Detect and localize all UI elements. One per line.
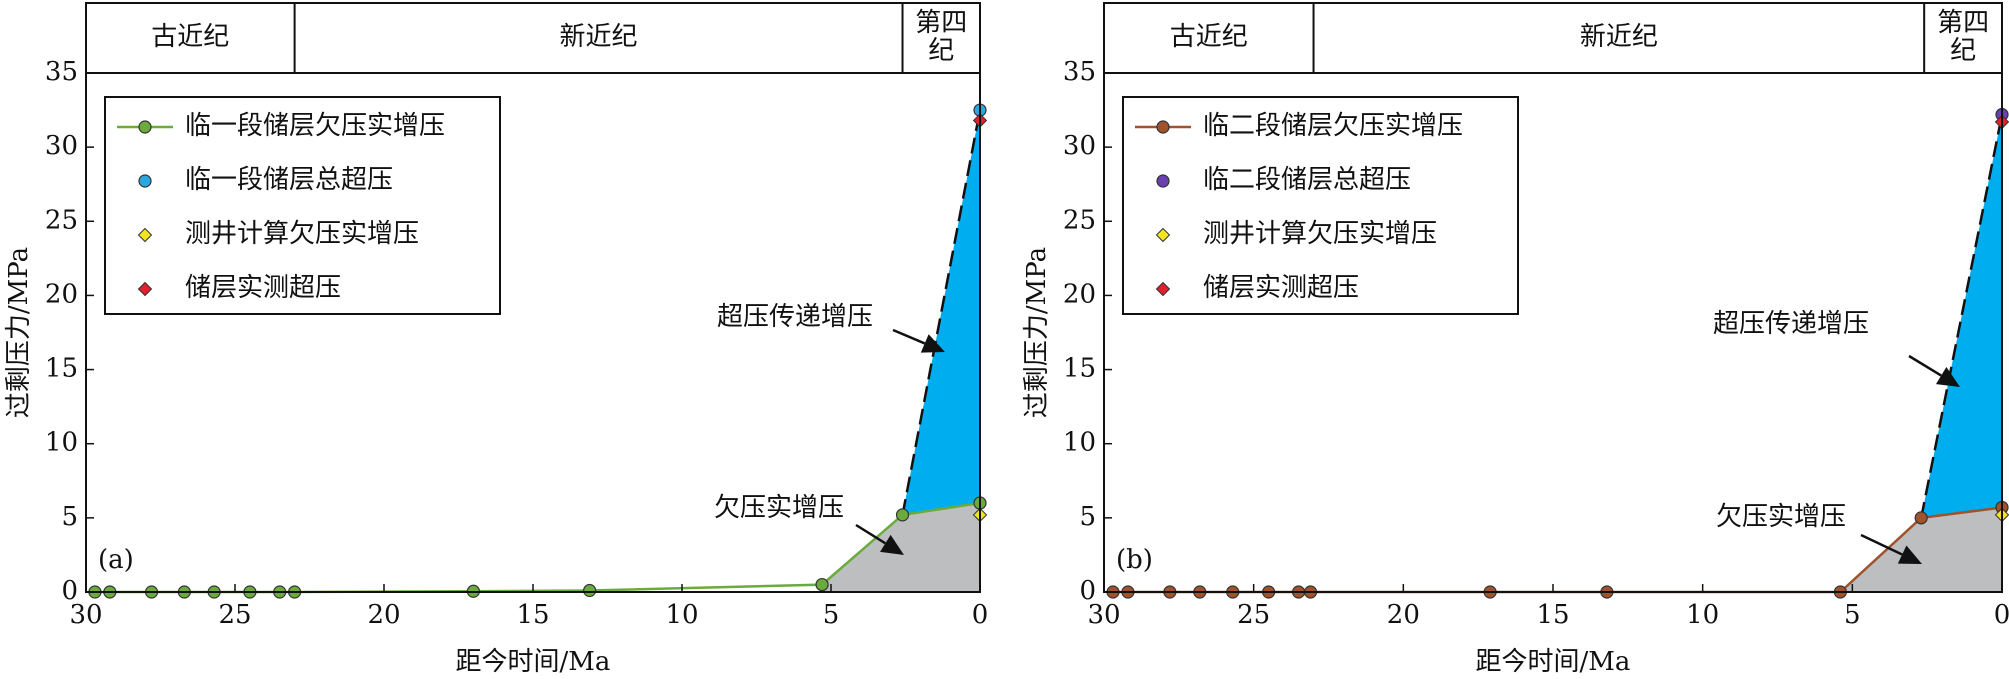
y-tick-label: 35 — [45, 57, 78, 87]
legend-label: 临二段储层总超压 — [1203, 165, 1411, 195]
y-tick-label: 20 — [45, 279, 78, 309]
x-tick-label: 20 — [367, 600, 400, 630]
panel-label: (b) — [1116, 545, 1153, 575]
arrow-head — [1936, 367, 1960, 387]
period-label: 古近纪 — [1170, 22, 1248, 52]
x-tick-label: 25 — [1237, 600, 1270, 630]
y-tick-label: 25 — [1063, 205, 1096, 235]
y-tick-label: 20 — [1063, 279, 1096, 309]
annotation-arrow — [892, 328, 926, 345]
y-tick-label: 30 — [45, 131, 78, 161]
y-tick-label: 30 — [1063, 131, 1096, 161]
period-label: 古近纪 — [151, 22, 229, 52]
period-label: 第四 — [915, 8, 967, 38]
x-tick-label: 15 — [516, 600, 549, 630]
legend-label: 储层实测超压 — [1203, 273, 1359, 303]
annotation: 欠压实增压 — [714, 493, 844, 523]
data-point — [1914, 511, 1928, 525]
period-label: 新近纪 — [560, 22, 638, 52]
x-axis-label: 距今时间/Ma — [1476, 647, 1631, 677]
y-axis-label: 过剩压力/MPa — [4, 247, 34, 418]
x-tick-label: 10 — [1686, 600, 1719, 630]
annotation: 欠压实增压 — [1716, 502, 1846, 532]
legend-box — [1122, 96, 1519, 315]
legend-label: 临一段储层总超压 — [185, 165, 393, 195]
y-tick-label: 10 — [1063, 428, 1096, 458]
y-tick-label: 0 — [1079, 576, 1096, 606]
y-tick-label: 15 — [1063, 354, 1096, 384]
y-tick-label: 15 — [45, 354, 78, 384]
x-tick-label: 25 — [218, 600, 251, 630]
data-point — [583, 583, 597, 598]
y-tick-label: 25 — [45, 205, 78, 235]
x-tick-label: 0 — [972, 600, 989, 630]
x-tick-label: 30 — [1087, 600, 1120, 630]
arrow-head — [880, 534, 904, 555]
legend-label: 测井计算欠压实增压 — [185, 219, 419, 249]
legend-label: 测井计算欠压实增压 — [1203, 219, 1437, 249]
legend-marker — [137, 227, 153, 243]
arrow-head — [920, 334, 945, 353]
panel-label: (a) — [98, 545, 134, 575]
y-tick-label: 35 — [1063, 57, 1096, 87]
annotation-arrow — [1908, 354, 1942, 377]
legend-marker — [137, 281, 153, 297]
x-tick-label: 5 — [823, 600, 840, 630]
data-point — [815, 577, 829, 592]
data-point — [895, 508, 910, 522]
legend-marker — [1156, 174, 1170, 188]
y-tick-label: 0 — [61, 576, 78, 606]
legend-label: 临一段储层欠压实增压 — [185, 111, 445, 141]
legend-box — [104, 96, 501, 315]
annotation-arrow — [1860, 533, 1903, 556]
period-label: 第四 — [1937, 8, 1989, 38]
legend-marker — [138, 174, 152, 188]
period-label: 纪 — [1950, 36, 1976, 66]
x-tick-label: 0 — [1994, 600, 2009, 630]
legend-marker — [1155, 227, 1171, 243]
x-tick-label: 5 — [1844, 600, 1861, 630]
y-tick-label: 5 — [61, 502, 78, 532]
annotation: 超压传递增压 — [717, 302, 873, 332]
undercompaction-area — [1840, 507, 2002, 592]
period-label: 纪 — [928, 36, 954, 66]
x-tick-label: 20 — [1387, 600, 1420, 630]
legend-label: 储层实测超压 — [185, 273, 341, 303]
legend-label: 临二段储层欠压实增压 — [1203, 111, 1463, 141]
undercompaction-area — [822, 503, 980, 592]
y-tick-label: 5 — [1079, 502, 1096, 532]
x-axis-label: 距今时间/Ma — [456, 647, 611, 677]
arrow-head — [1897, 545, 1922, 564]
legend-marker — [1155, 281, 1171, 297]
legend-marker — [1156, 120, 1170, 134]
annotation: 超压传递增压 — [1713, 309, 1869, 339]
y-tick-label: 10 — [45, 428, 78, 458]
x-tick-label: 15 — [1536, 600, 1569, 630]
legend-marker — [138, 120, 152, 134]
y-axis-label: 过剩压力/MPa — [1022, 247, 1052, 418]
period-label: 新近纪 — [1580, 22, 1658, 52]
x-tick-label: 10 — [665, 600, 698, 630]
x-tick-label: 30 — [69, 600, 102, 630]
annotation-arrow — [855, 523, 887, 545]
